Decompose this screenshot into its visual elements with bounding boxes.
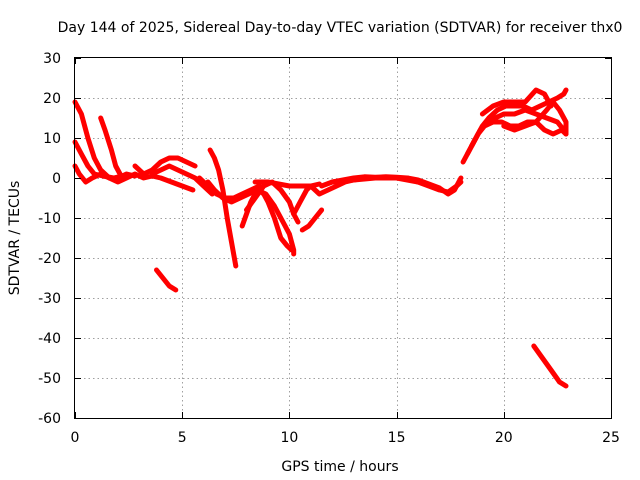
x-axis-label: GPS time / hours [281,459,398,475]
series-trace-20 [501,99,569,137]
series-trace-16 [329,175,421,185]
series-trace-19 [469,119,569,149]
y-tick-label: 0 [52,171,61,187]
x-tick-label: 5 [178,430,187,446]
series-trace-4 [98,115,125,181]
series-trace-14 [299,207,325,233]
y-tick-label: -20 [38,251,61,267]
y-tick-label: 20 [43,91,61,107]
series-trace-6 [149,163,215,197]
y-tick-label: 10 [43,131,61,147]
y-tick-label: 30 [43,51,61,67]
y-tick-label: -60 [38,411,61,427]
y-tick-label: -50 [38,371,61,387]
series-trace-1 [72,99,138,181]
series-trace-5 [132,155,198,177]
y-tick-label: -10 [38,211,61,227]
series-trace-23 [531,343,569,389]
chart-title: Day 144 of 2025, Sidereal Day-to-day VTE… [58,20,623,36]
x-tick-label: 0 [71,430,80,446]
y-tick-label: -40 [38,331,61,347]
y-tick-label: -30 [38,291,61,307]
plot-frame [74,57,612,419]
axis-ticks: 0 5 10 15 20 25 -60 -50 -40 -30 -20 -10 0 10 20 30 [38,51,620,446]
y-axis-label: SDTVAR / TECUs [7,181,23,296]
plot-area [72,87,569,389]
series-trace-3 [72,163,196,193]
x-tick-label: 20 [495,430,513,446]
x-tick-label: 15 [388,430,406,446]
series-trace-21 [479,87,554,117]
x-tick-label: 25 [602,430,620,446]
series-trace-22 [154,267,179,293]
series-trace-7 [207,147,239,269]
x-tick-label: 10 [280,430,298,446]
